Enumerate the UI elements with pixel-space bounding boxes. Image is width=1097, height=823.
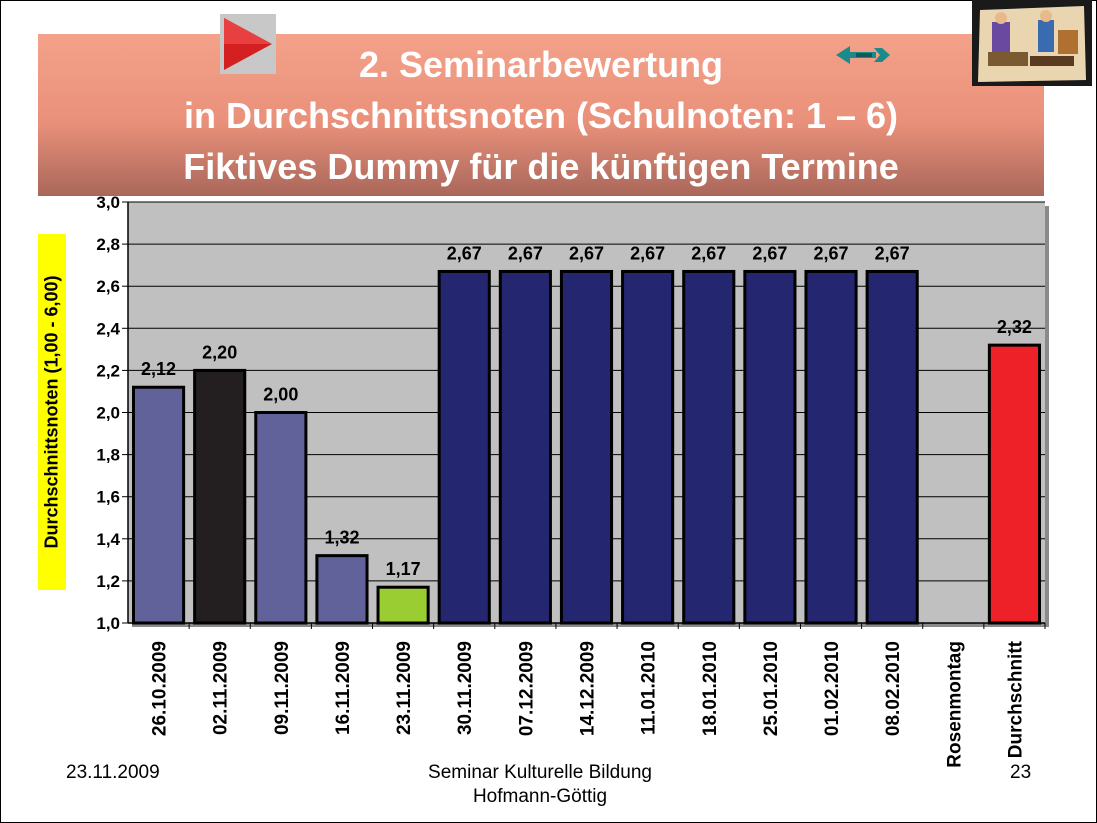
footer-seminar-name: Seminar Kulturelle Bildung: [340, 762, 740, 784]
bar: [989, 345, 1039, 623]
x-tick-label: 14.12.2009: [578, 641, 599, 736]
footer-page-number: 23: [1010, 762, 1031, 784]
bar: [378, 587, 428, 623]
x-tick-label: 09.11.2009: [272, 641, 293, 735]
y-tick-label: 1,2: [96, 572, 120, 591]
x-tick-label: 18.01.2010: [700, 641, 721, 736]
bar: [684, 271, 734, 623]
data-label: 2,20: [202, 342, 237, 362]
x-tick-label: 23.11.2009: [394, 641, 415, 735]
bar: [867, 271, 917, 623]
y-tick-label: 2,4: [96, 319, 120, 338]
x-tick-label: 01.02.2010: [822, 641, 843, 736]
bar: [317, 556, 367, 623]
bar: [623, 271, 673, 623]
footer-date: 23.11.2009: [66, 762, 160, 784]
data-label: 1,32: [324, 528, 359, 548]
x-tick-label: 25.01.2010: [761, 641, 782, 736]
y-tick-label: 2,2: [96, 361, 120, 380]
x-tick-label: 16.11.2009: [333, 641, 354, 735]
x-tick-label: 26.10.2009: [150, 641, 171, 736]
x-tick-label: Rosenmontag: [944, 641, 965, 768]
x-tick-label: 07.12.2009: [516, 641, 537, 736]
y-axis-label: Durchschnittsnoten (1,00 - 6,00): [42, 275, 63, 548]
x-tick-label: 11.01.2010: [639, 641, 660, 735]
bar: [500, 271, 550, 623]
x-tick-label: 30.11.2009: [455, 641, 476, 735]
data-label: 2,67: [814, 243, 849, 263]
data-label: 2,12: [141, 359, 176, 379]
y-tick-label: 1,6: [96, 488, 120, 507]
data-label: 2,00: [263, 385, 298, 405]
bar: [256, 413, 306, 624]
y-tick-label: 1,0: [96, 614, 120, 633]
bar: [745, 271, 795, 623]
y-tick-label: 2,0: [96, 404, 120, 423]
data-label: 2,67: [508, 243, 543, 263]
data-label: 2,67: [691, 243, 726, 263]
data-label: 2,67: [752, 243, 787, 263]
x-tick-label: 02.11.2009: [211, 641, 232, 735]
data-label: 2,67: [875, 243, 910, 263]
bar: [806, 271, 856, 623]
y-tick-label: 3,0: [96, 193, 120, 212]
y-tick-label: 2,6: [96, 277, 120, 296]
y-tick-label: 1,8: [96, 446, 120, 465]
bar: [439, 271, 489, 623]
footer-author: Hofmann-Göttig: [340, 786, 740, 808]
y-tick-label: 1,4: [96, 530, 120, 549]
bar: [134, 387, 184, 623]
data-label: 1,17: [386, 559, 421, 579]
y-tick-label: 2,8: [96, 235, 120, 254]
bar: [561, 271, 611, 623]
x-tick-label: 08.02.2010: [883, 641, 904, 736]
data-label: 2,67: [569, 243, 604, 263]
data-label: 2,67: [630, 243, 665, 263]
bar: [195, 370, 245, 623]
data-label: 2,32: [997, 317, 1032, 337]
data-label: 2,67: [447, 243, 482, 263]
x-tick-label: Durchschnitt: [1005, 640, 1026, 758]
